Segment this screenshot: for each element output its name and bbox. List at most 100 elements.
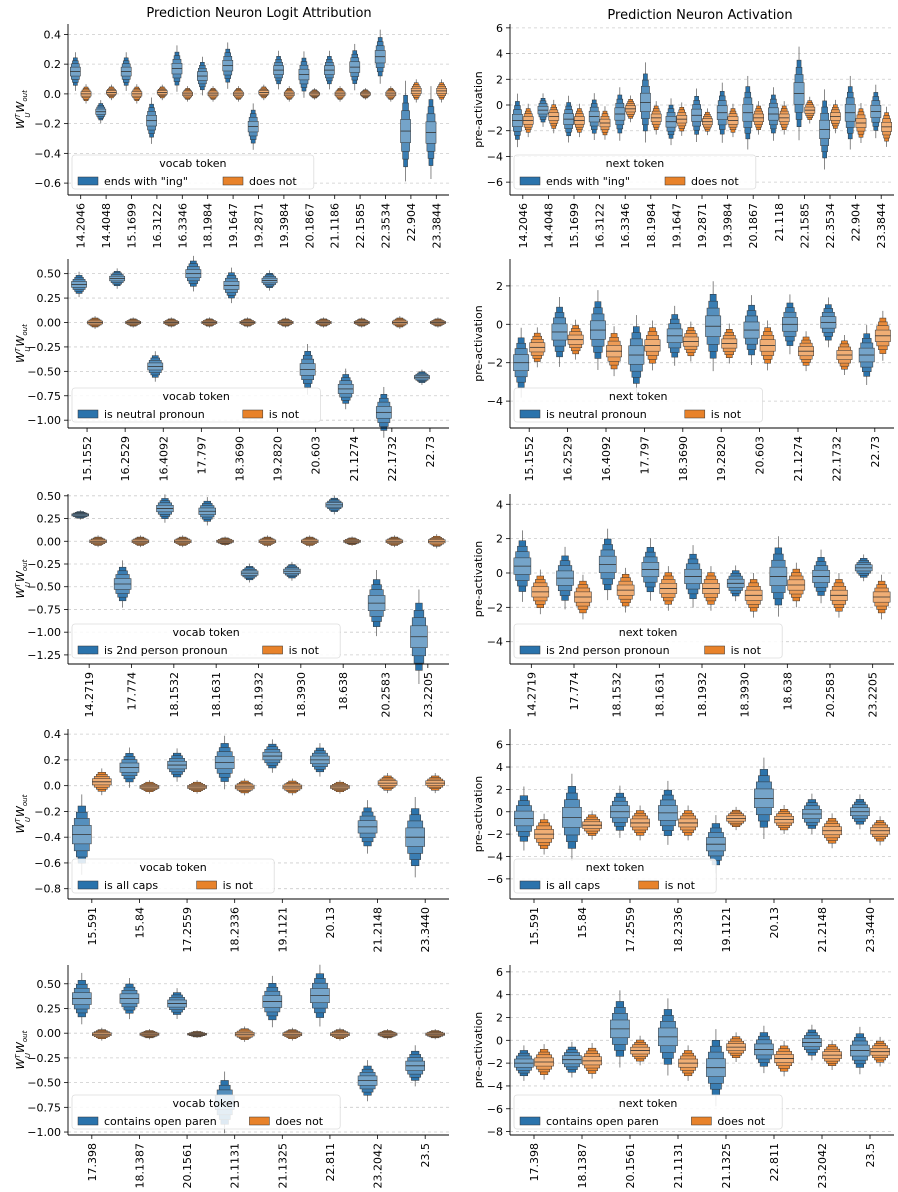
y-tick-label: −0.75: [27, 390, 61, 403]
y-axis-label: pre-activation: [472, 305, 485, 382]
legend-entry: does not: [275, 1115, 323, 1128]
y-tick-label: 0: [496, 806, 503, 819]
boxen-blue-9: [298, 51, 310, 98]
boxen-blue-11: [349, 43, 361, 91]
boxen-blue-8: [716, 82, 728, 143]
boxen-blue-5: [754, 1025, 774, 1074]
x-tick-label: 22.3534: [824, 203, 837, 249]
panel-0-1: −6 −4 −2 0 2 4 6 14.2046 14.4048 15.1699 16.3122 16…: [472, 22, 894, 249]
x-tick-label: 22.73: [424, 436, 437, 468]
boxen-orange-1: [582, 810, 602, 840]
boxen-blue-6: [222, 42, 234, 89]
legend-entry: is all caps: [546, 879, 600, 892]
y-axis-label: pre-activation: [472, 541, 485, 618]
boxen-blue-2: [167, 748, 187, 782]
y-axis-label: WT UWout: [14, 794, 32, 833]
boxen-orange-3: [644, 320, 661, 371]
y-tick-label: −2: [487, 1057, 503, 1070]
x-tick-label: 22.73: [869, 436, 882, 468]
y-tick-label: 2: [496, 533, 503, 546]
y-tick-label: −4: [487, 150, 503, 163]
y-label-part: U: [24, 817, 32, 822]
boxen-orange-3: [678, 805, 698, 841]
boxen-orange-6: [377, 773, 398, 794]
boxen-blue-0: [514, 786, 534, 851]
boxen-orange-3: [234, 1026, 255, 1042]
x-tick-label: 19.2820: [272, 436, 285, 482]
y-tick-label: −0.75: [27, 1101, 61, 1114]
x-tick-label: 14.4048: [542, 203, 555, 249]
y-tick-label: −6: [487, 873, 503, 886]
boxen-orange-14: [881, 106, 892, 147]
y-tick-label: −0.75: [27, 603, 61, 616]
legend: next token is neutral pronoun is not: [513, 387, 763, 423]
boxen-blue-4: [262, 975, 283, 1028]
y-label-part: W: [14, 805, 27, 817]
boxen-blue-13: [844, 75, 856, 150]
legend-entry: contains open paren: [546, 1115, 659, 1128]
boxen-blue-1: [95, 100, 107, 124]
x-tick-label: 15.84: [133, 907, 146, 939]
y-tick-label: 0.4: [44, 28, 62, 41]
y-tick-label: −4: [487, 851, 503, 864]
boxen-orange-7: [425, 1029, 445, 1040]
x-tick-label: 23.2042: [816, 1143, 829, 1189]
y-label-part: U: [24, 582, 32, 587]
boxen-orange-0: [92, 768, 112, 796]
boxen-orange-6: [759, 320, 776, 371]
x-tick-label: 21.1274: [792, 436, 805, 482]
boxen-orange-5: [330, 780, 350, 794]
boxen-blue-5: [754, 757, 774, 840]
boxen-orange-3: [201, 317, 218, 328]
boxen-blue-4: [223, 267, 240, 304]
boxen-orange-2: [616, 567, 635, 613]
boxen-blue-4: [262, 739, 283, 773]
boxen-orange-0: [534, 813, 554, 855]
legend-entry: is not: [289, 644, 320, 657]
boxen-blue-0: [71, 271, 87, 298]
x-tick-label: 23.3844: [875, 203, 888, 249]
boxen-orange-2: [630, 1035, 650, 1066]
legend-title: vocab token: [163, 390, 230, 403]
boxen-blue-14: [425, 86, 437, 179]
boxen-blue-1: [109, 268, 126, 289]
boxen-blue-3: [198, 497, 216, 526]
boxen-blue-8: [854, 554, 873, 582]
boxen-orange-12: [385, 86, 397, 102]
boxen-blue-0: [514, 1045, 534, 1081]
legend-entry: is 2nd person pronoun: [104, 644, 228, 657]
panel-1-1: −4 −2 0 2 15.1552 16.2529 16.4092 17.797 18.3690…: [472, 259, 894, 482]
boxen-blue-0: [72, 794, 92, 875]
boxen-blue-0: [513, 327, 530, 398]
y-label-part: out: [21, 1030, 29, 1042]
x-tick-label: 19.2871: [253, 203, 266, 249]
y-tick-label: −0.2: [34, 805, 61, 818]
boxen-blue-4: [240, 563, 259, 583]
y-label-part: W: [14, 351, 27, 363]
x-tick-label: 19.1121: [720, 907, 733, 953]
boxen-blue-6: [665, 98, 677, 146]
boxen-blue-6: [802, 1024, 822, 1061]
x-tick-label: 23.2042: [372, 1143, 385, 1189]
boxen-orange-6: [343, 536, 361, 546]
x-tick-label: 14.2046: [517, 203, 530, 249]
legend-frame: [513, 1094, 783, 1130]
x-tick-label: 23.3844: [430, 203, 443, 249]
y-tick-label: −2: [487, 828, 503, 841]
x-tick-label: 16.3122: [151, 203, 164, 249]
boxen-orange-8: [391, 316, 408, 329]
boxen-blue-2: [563, 95, 574, 143]
legend-swatch: [196, 880, 217, 890]
x-tick-label: 19.2871: [696, 203, 709, 249]
y-label-part: T: [14, 582, 22, 587]
y-tick-label: −0.8: [34, 883, 61, 896]
boxen-orange-4: [182, 86, 193, 102]
y-tick-label: 0.4: [44, 728, 62, 741]
boxen-blue-2: [590, 290, 606, 371]
legend: next token ends with "ing" does not: [513, 154, 757, 190]
boxen-blue-2: [610, 990, 630, 1068]
boxen-orange-11: [360, 88, 371, 100]
x-tick-label: 22.904: [405, 203, 418, 242]
boxen-blue-0: [71, 510, 89, 520]
boxen-orange-9: [309, 88, 320, 100]
